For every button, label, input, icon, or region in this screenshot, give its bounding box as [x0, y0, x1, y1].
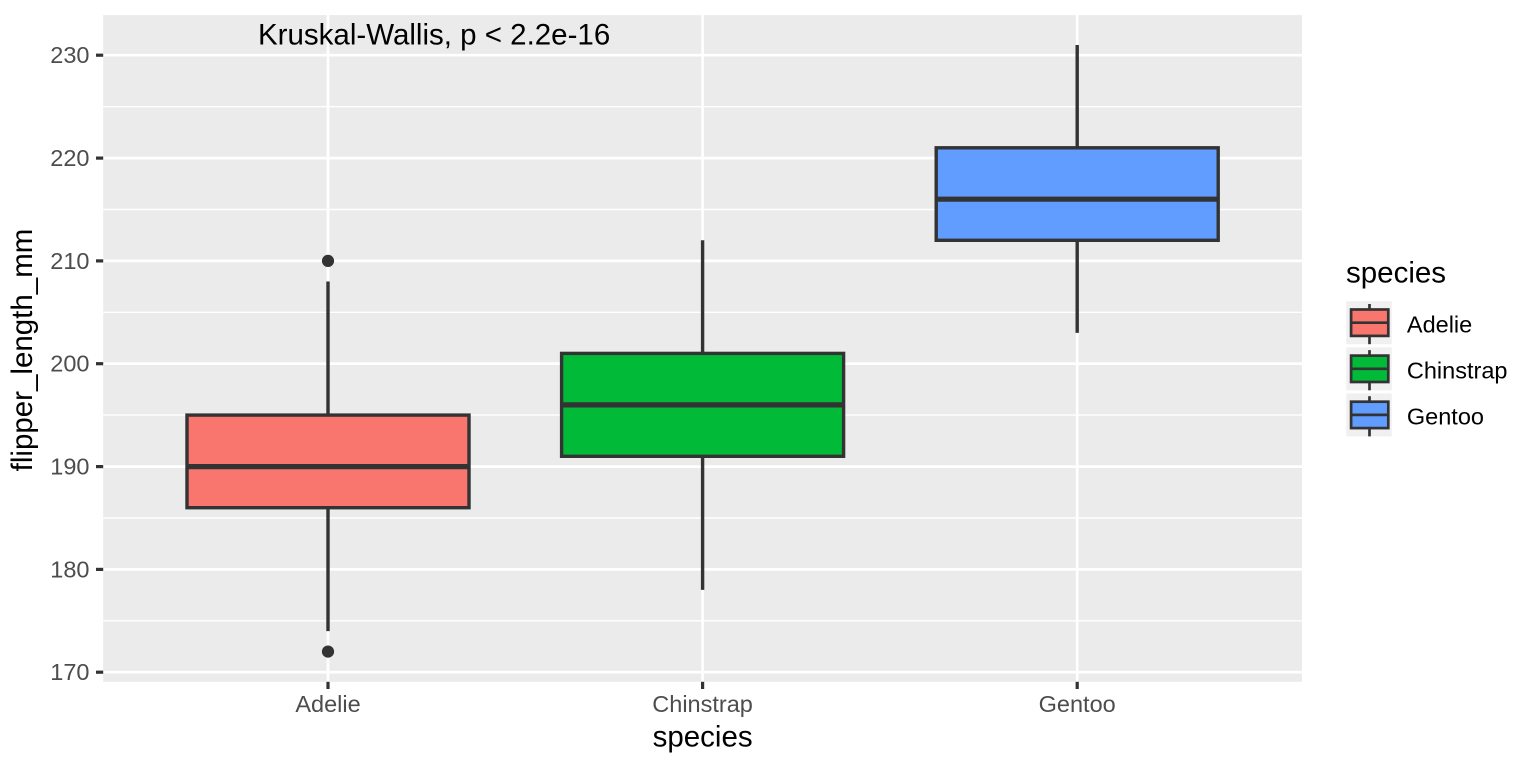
svg-text:species: species	[1346, 257, 1446, 290]
svg-text:190: 190	[50, 454, 89, 480]
svg-text:Gentoo: Gentoo	[1407, 404, 1484, 430]
svg-text:Chinstrap: Chinstrap	[652, 691, 753, 717]
svg-text:210: 210	[50, 248, 89, 274]
svg-text:Chinstrap: Chinstrap	[1407, 358, 1508, 384]
svg-text:flipper_length_mm: flipper_length_mm	[6, 229, 39, 472]
svg-text:220: 220	[50, 145, 89, 171]
svg-text:Adelie: Adelie	[1407, 312, 1472, 338]
svg-text:200: 200	[50, 351, 89, 377]
svg-text:Kruskal-Wallis, p < 2.2e-16: Kruskal-Wallis, p < 2.2e-16	[258, 19, 610, 52]
svg-text:Gentoo: Gentoo	[1039, 691, 1116, 717]
svg-text:230: 230	[50, 42, 89, 68]
svg-text:180: 180	[50, 556, 89, 582]
svg-text:170: 170	[50, 659, 89, 685]
svg-text:Adelie: Adelie	[295, 691, 360, 717]
svg-text:species: species	[653, 720, 753, 753]
